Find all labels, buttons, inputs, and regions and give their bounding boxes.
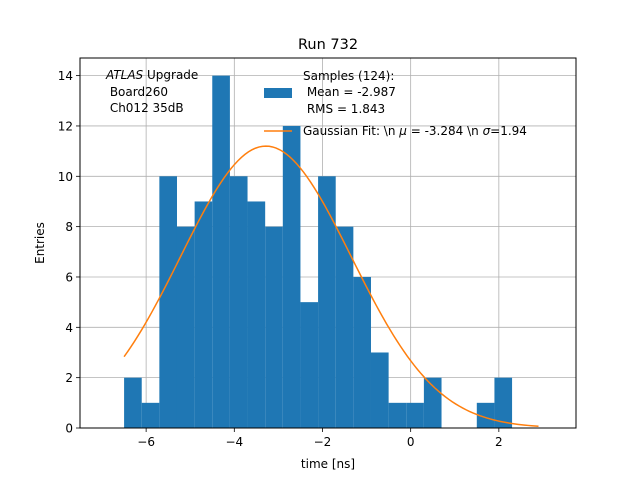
annotation-line-2: Board260 (106, 85, 168, 99)
x-axis-label: time [ns] (301, 457, 355, 471)
y-tick-label: 8 (65, 220, 73, 234)
histogram-bar (494, 377, 513, 428)
legend-fit-mu: μ (398, 124, 407, 138)
legend-hist-line-3: RMS = 1.843 (303, 102, 385, 116)
histogram-bar (388, 402, 407, 428)
legend: Samples (124): Mean = -2.987 RMS = 1.843… (264, 69, 527, 138)
x-tick-label: 2 (495, 435, 503, 449)
legend-fit-suffix: =1.94 (490, 124, 527, 138)
histogram-bar (212, 75, 230, 428)
y-tick-label: 2 (65, 371, 73, 385)
legend-hist-swatch (264, 88, 292, 98)
fit-curve-group (123, 145, 539, 427)
y-tick-label: 0 (65, 422, 73, 436)
y-tick-label: 6 (65, 270, 73, 284)
histogram-bar (353, 276, 371, 428)
histogram-bar (370, 352, 389, 428)
x-tick-label: 0 (407, 435, 415, 449)
x-axis-ticks: −6 −4 −2 0 2 (137, 428, 503, 449)
histogram-bar (229, 176, 248, 428)
chart-title: Run 732 (298, 37, 358, 53)
legend-fit-prefix: Gaussian Fit: \n (303, 124, 399, 138)
legend-fit-mid: = -3.284 \n (407, 124, 483, 138)
plot-frame (79, 57, 577, 429)
x-tick-label: −4 (225, 435, 243, 449)
y-tick-label: 14 (58, 69, 73, 83)
y-tick-label: 12 (58, 119, 73, 133)
legend-fit-label: Gaussian Fit: \n μ = -3.284 \n σ=1.94 (303, 124, 527, 138)
atlas-annotation: ATLAS Upgrade Board260 Ch012 35dB (105, 68, 198, 115)
histogram-bar (318, 176, 336, 428)
histogram-bar (406, 402, 424, 428)
y-tick-label: 4 (65, 321, 73, 335)
histogram-bar (141, 402, 160, 428)
histogram-bar (159, 176, 177, 428)
x-tick-label: −2 (314, 435, 332, 449)
legend-fit-sigma: σ (483, 124, 491, 138)
y-axis-ticks: 0 2 4 6 8 10 12 14 (58, 69, 80, 436)
y-tick-label: 10 (58, 170, 73, 184)
histogram-bar (300, 302, 319, 428)
histogram-bar (247, 201, 266, 428)
histogram-bar (335, 226, 354, 428)
gaussian-fit-curve (123, 145, 539, 427)
histogram-bar (265, 226, 283, 428)
annotation-upgrade: Upgrade (143, 68, 198, 82)
histogram-bar (282, 125, 301, 429)
annotation-line-3: Ch012 35dB (106, 101, 184, 115)
histogram-bars (124, 75, 513, 429)
histogram-bar (194, 201, 213, 428)
y-axis-label: Entries (33, 222, 47, 264)
x-tick-label: −6 (137, 435, 155, 449)
annotation-line-1: ATLAS Upgrade (105, 68, 198, 82)
legend-hist-line-1: Samples (124): (303, 69, 394, 83)
legend-hist-line-2: Mean = -2.987 (303, 85, 396, 99)
histogram-bar (124, 377, 142, 428)
histogram-bar (476, 402, 495, 428)
histogram-bar (176, 226, 195, 428)
annotation-atlas: ATLAS (105, 68, 144, 82)
